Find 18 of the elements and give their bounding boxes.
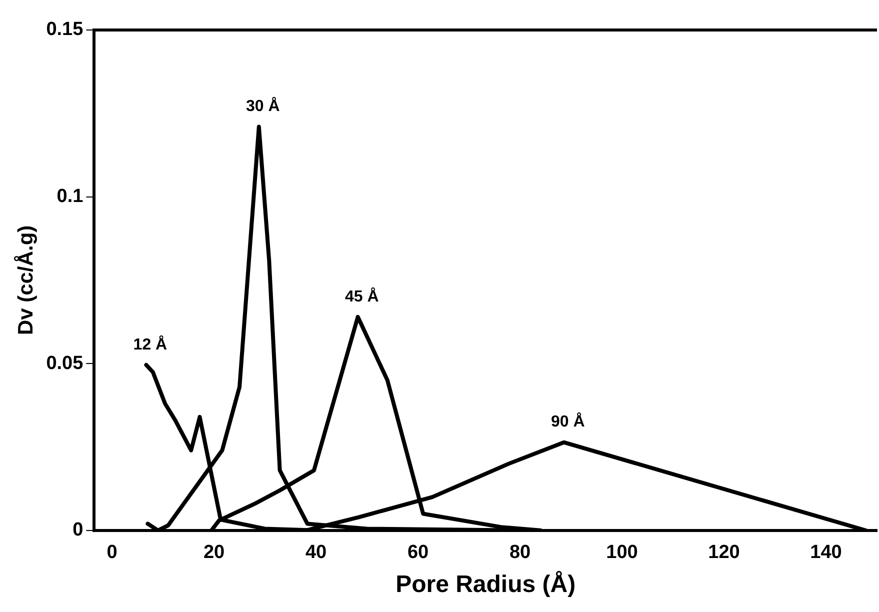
annotation: 30 Å: [246, 96, 280, 116]
x-tick-label: 80: [509, 542, 531, 564]
y-axis-title: Dv (cc/Å.g): [13, 225, 38, 336]
y-tick-label: 0.1: [56, 186, 84, 208]
x-tick-label: 40: [305, 542, 327, 564]
x-tick-label: 100: [606, 542, 638, 564]
y-tick-label: 0: [72, 520, 84, 541]
y-tick-label: 0.05: [46, 352, 84, 374]
y-tick-label: 0.15: [46, 19, 84, 40]
x-axis-title: Pore Radius (Å): [396, 570, 576, 598]
annotation: 45 Å: [344, 286, 380, 306]
x-tick-label: 0: [106, 542, 118, 564]
x-tick-label: 120: [708, 542, 740, 564]
x-tick-label: 140: [810, 542, 842, 564]
annotation: 90 Å: [550, 412, 586, 431]
x-tick-label: 20: [203, 542, 225, 564]
annotation: 12 Å: [133, 334, 168, 354]
x-tick-label: 60: [407, 542, 429, 564]
